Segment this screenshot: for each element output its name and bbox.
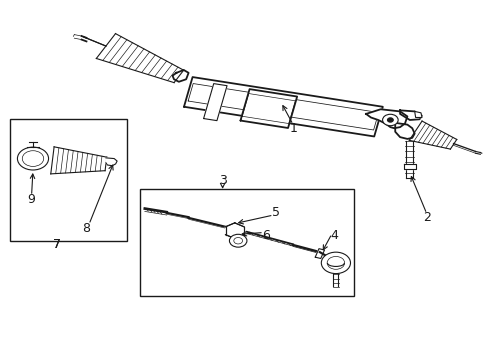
Bar	[140, 189, 353, 296]
Text: 7: 7	[53, 238, 61, 251]
Polygon shape	[366, 109, 407, 128]
Polygon shape	[172, 70, 188, 82]
Polygon shape	[315, 249, 324, 258]
Polygon shape	[106, 158, 117, 166]
Text: 1: 1	[288, 122, 296, 135]
Circle shape	[321, 252, 350, 274]
Text: 9: 9	[27, 193, 36, 206]
Polygon shape	[203, 84, 226, 121]
Bar	[10, 119, 126, 241]
Circle shape	[386, 118, 392, 122]
Text: 4: 4	[330, 229, 338, 242]
Text: 7: 7	[53, 238, 61, 251]
Polygon shape	[240, 89, 297, 128]
Circle shape	[229, 234, 246, 247]
Polygon shape	[183, 77, 382, 136]
Polygon shape	[394, 123, 414, 139]
Polygon shape	[225, 223, 244, 239]
Polygon shape	[399, 111, 421, 120]
Polygon shape	[414, 111, 421, 117]
Text: 8: 8	[82, 222, 90, 235]
Text: 3: 3	[218, 174, 226, 186]
Circle shape	[382, 114, 397, 126]
Text: 6: 6	[262, 229, 270, 242]
Text: 2: 2	[422, 211, 430, 224]
Text: 5: 5	[271, 206, 280, 219]
Polygon shape	[403, 164, 415, 169]
